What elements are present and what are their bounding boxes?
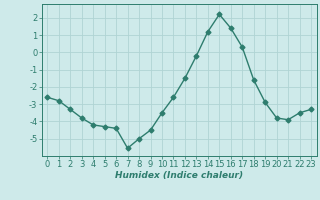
- X-axis label: Humidex (Indice chaleur): Humidex (Indice chaleur): [115, 171, 243, 180]
